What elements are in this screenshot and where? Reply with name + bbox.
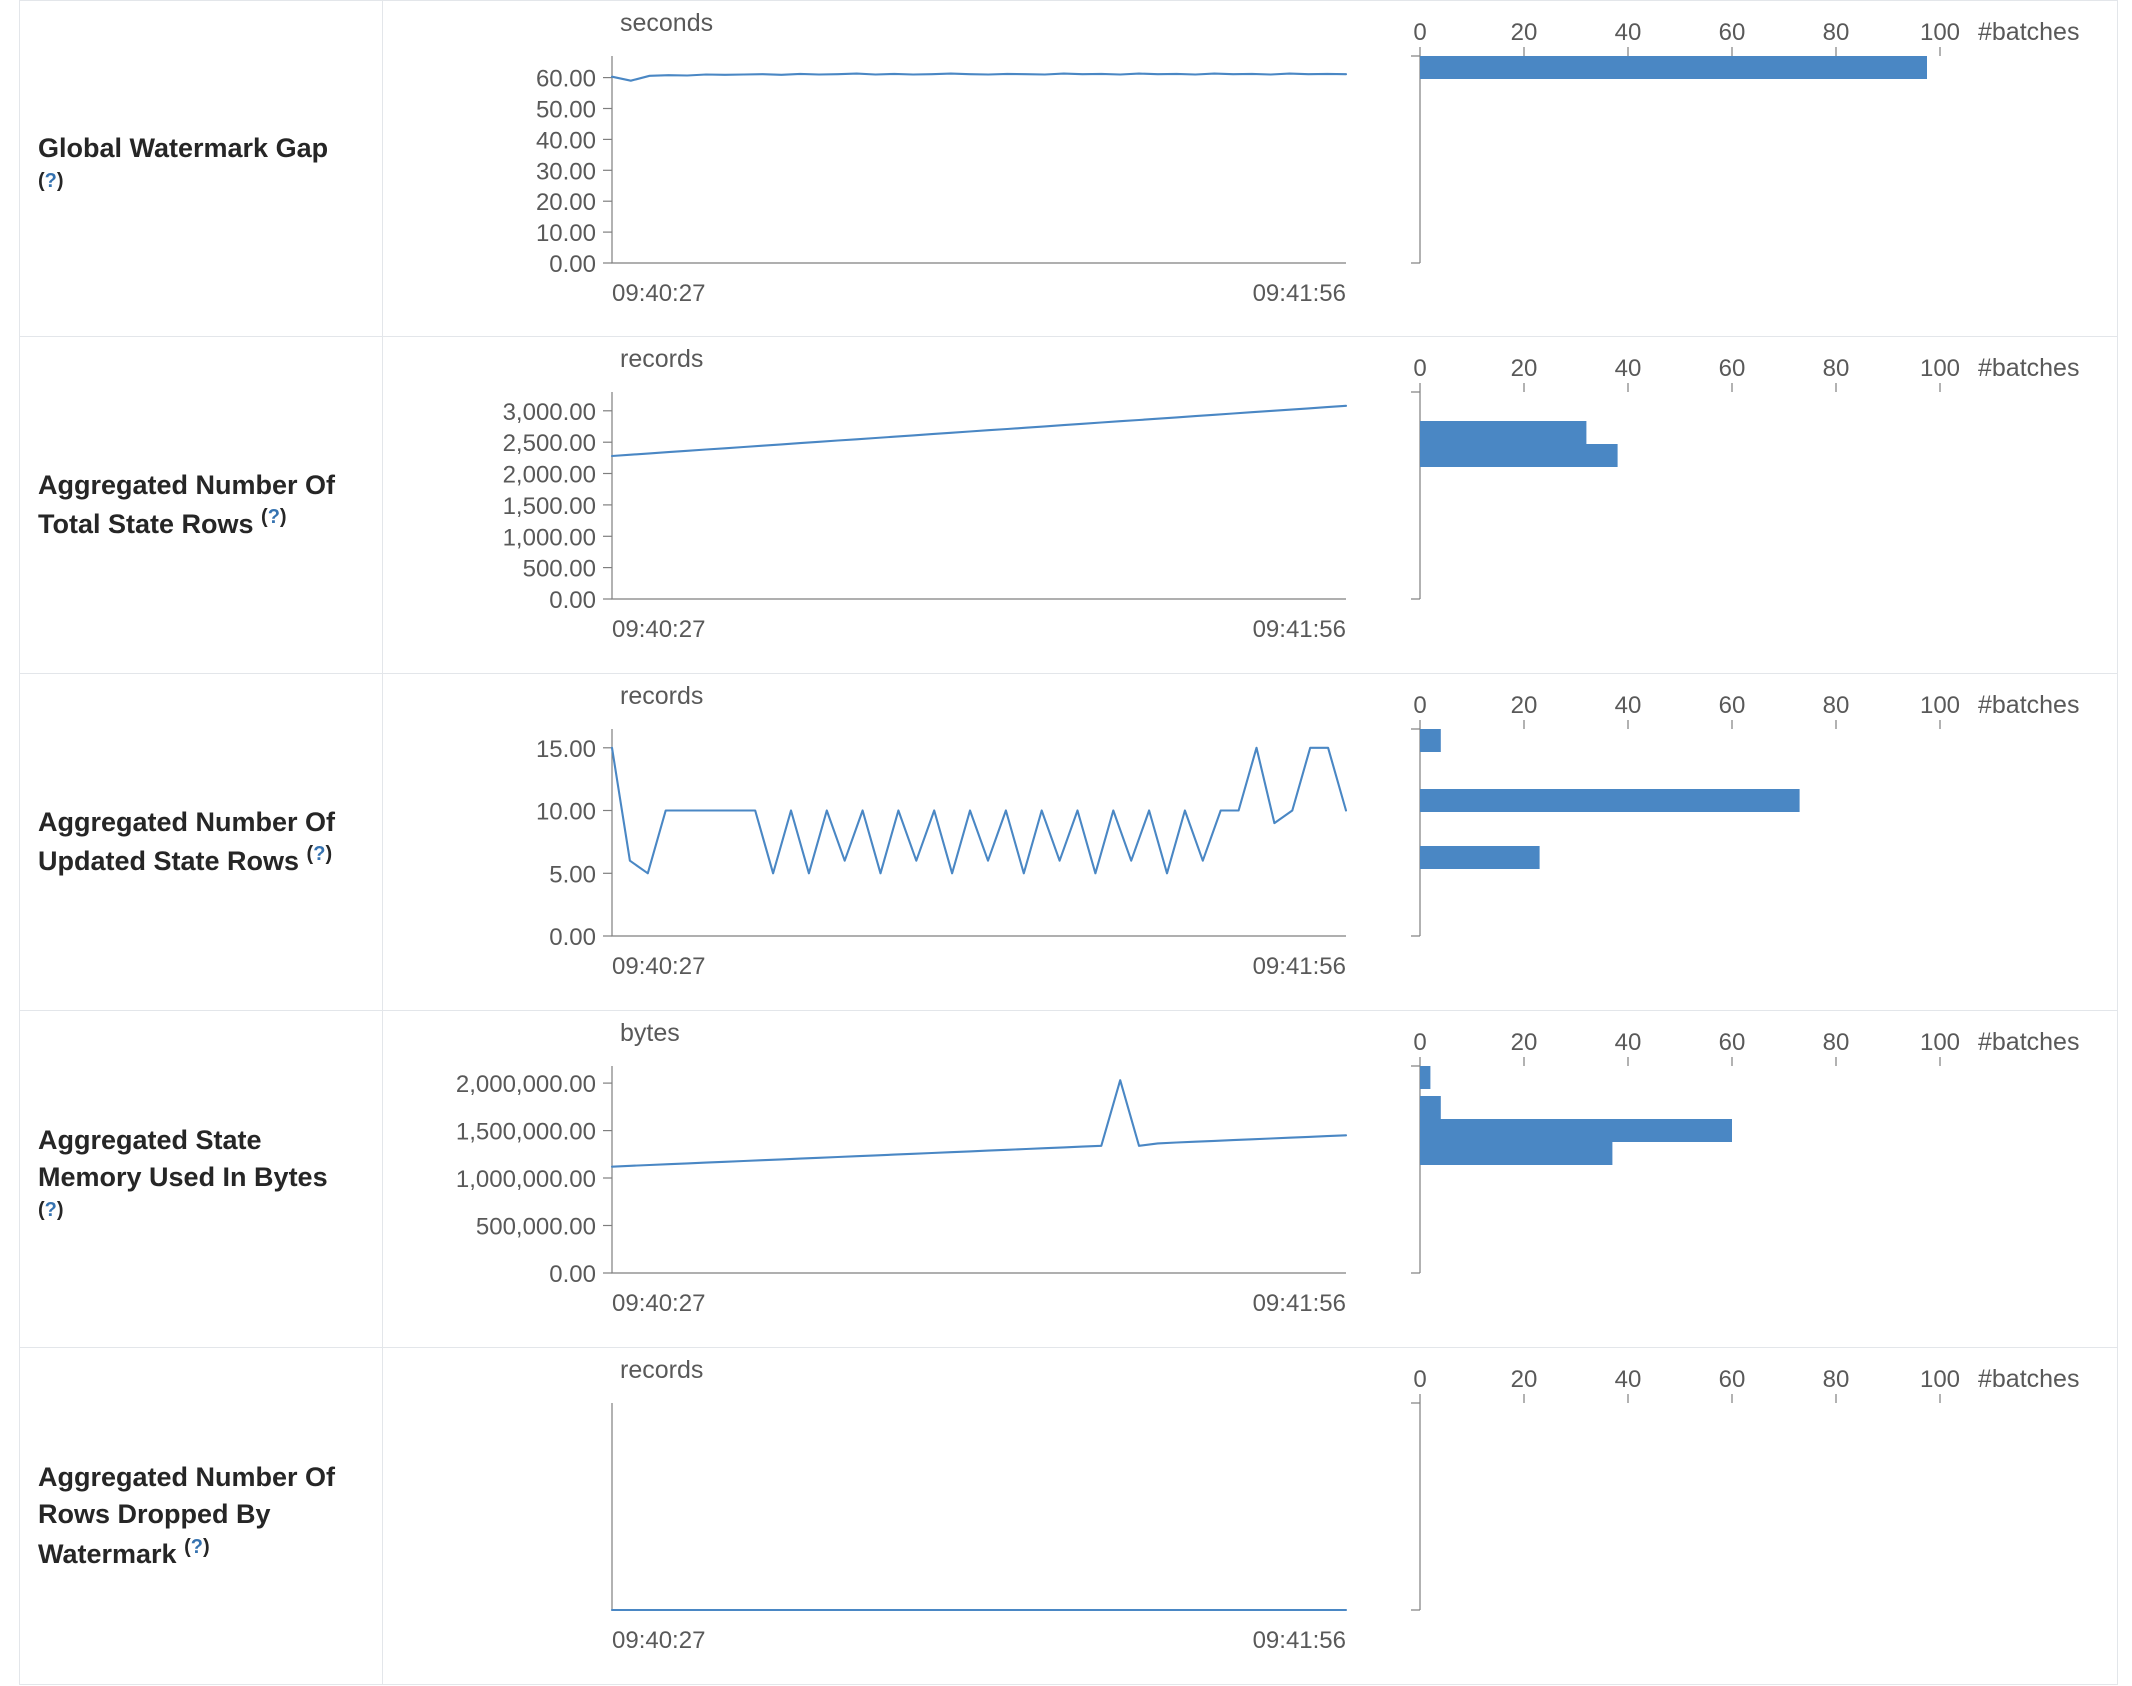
svg-text:60.00: 60.00 bbox=[536, 66, 596, 93]
svg-text:80: 80 bbox=[1823, 1029, 1850, 1056]
svg-text:500.00: 500.00 bbox=[523, 556, 596, 583]
svg-text:bytes: bytes bbox=[620, 1019, 680, 1047]
svg-text:09:40:27: 09:40:27 bbox=[612, 1627, 705, 1654]
svg-text:10.00: 10.00 bbox=[536, 799, 596, 826]
svg-text:40: 40 bbox=[1615, 1029, 1642, 1056]
svg-text:10.00: 10.00 bbox=[536, 220, 596, 247]
svg-text:09:41:56: 09:41:56 bbox=[1253, 280, 1346, 307]
svg-text:09:41:56: 09:41:56 bbox=[1253, 953, 1346, 980]
svg-text:09:40:27: 09:40:27 bbox=[612, 616, 705, 643]
svg-text:1,500.00: 1,500.00 bbox=[503, 493, 596, 520]
svg-text:30.00: 30.00 bbox=[536, 158, 596, 185]
svg-text:09:41:56: 09:41:56 bbox=[1253, 616, 1346, 643]
svg-text:0.00: 0.00 bbox=[549, 1261, 596, 1288]
svg-text:20: 20 bbox=[1511, 19, 1538, 46]
svg-text:80: 80 bbox=[1823, 19, 1850, 46]
svg-text:40: 40 bbox=[1615, 19, 1642, 46]
svg-text:records: records bbox=[620, 1356, 703, 1384]
svg-text:#batches: #batches bbox=[1978, 691, 2079, 719]
svg-text:09:40:27: 09:40:27 bbox=[612, 280, 705, 307]
svg-text:#batches: #batches bbox=[1978, 18, 2079, 46]
svg-text:40: 40 bbox=[1615, 1366, 1642, 1393]
svg-text:records: records bbox=[620, 345, 703, 373]
svg-text:60: 60 bbox=[1719, 355, 1746, 382]
svg-text:seconds: seconds bbox=[620, 9, 713, 37]
svg-text:0.00: 0.00 bbox=[549, 251, 596, 278]
svg-text:2,000.00: 2,000.00 bbox=[503, 462, 596, 489]
svg-text:60: 60 bbox=[1719, 692, 1746, 719]
svg-text:09:40:27: 09:40:27 bbox=[612, 953, 705, 980]
svg-text:20.00: 20.00 bbox=[536, 189, 596, 216]
svg-text:100: 100 bbox=[1920, 1029, 1960, 1056]
svg-text:2,500.00: 2,500.00 bbox=[503, 430, 596, 457]
svg-text:0.00: 0.00 bbox=[549, 587, 596, 614]
svg-text:1,000,000.00: 1,000,000.00 bbox=[456, 1166, 596, 1193]
svg-text:1,000.00: 1,000.00 bbox=[503, 524, 596, 551]
svg-text:20: 20 bbox=[1511, 692, 1538, 719]
svg-text:records: records bbox=[620, 682, 703, 710]
svg-text:15.00: 15.00 bbox=[536, 736, 596, 763]
svg-text:40.00: 40.00 bbox=[536, 127, 596, 154]
svg-text:50.00: 50.00 bbox=[536, 97, 596, 124]
svg-text:#batches: #batches bbox=[1978, 1028, 2079, 1056]
svg-text:#batches: #batches bbox=[1978, 354, 2079, 382]
svg-text:3,000.00: 3,000.00 bbox=[503, 399, 596, 426]
svg-text:80: 80 bbox=[1823, 1366, 1850, 1393]
svg-text:20: 20 bbox=[1511, 1029, 1538, 1056]
svg-text:80: 80 bbox=[1823, 692, 1850, 719]
svg-text:#batches: #batches bbox=[1978, 1365, 2079, 1393]
svg-text:100: 100 bbox=[1920, 692, 1960, 719]
svg-text:80: 80 bbox=[1823, 355, 1850, 382]
svg-text:1,500,000.00: 1,500,000.00 bbox=[456, 1119, 596, 1146]
svg-text:100: 100 bbox=[1920, 19, 1960, 46]
svg-text:0: 0 bbox=[1413, 19, 1426, 46]
svg-text:100: 100 bbox=[1920, 355, 1960, 382]
svg-text:20: 20 bbox=[1511, 355, 1538, 382]
svg-text:09:41:56: 09:41:56 bbox=[1253, 1290, 1346, 1317]
svg-text:5.00: 5.00 bbox=[549, 861, 596, 888]
svg-text:60: 60 bbox=[1719, 1029, 1746, 1056]
svg-text:60: 60 bbox=[1719, 19, 1746, 46]
svg-text:0.00: 0.00 bbox=[549, 924, 596, 951]
svg-text:0: 0 bbox=[1413, 692, 1426, 719]
svg-text:0: 0 bbox=[1413, 355, 1426, 382]
svg-text:09:40:27: 09:40:27 bbox=[612, 1290, 705, 1317]
svg-text:60: 60 bbox=[1719, 1366, 1746, 1393]
svg-text:100: 100 bbox=[1920, 1366, 1960, 1393]
svg-text:0: 0 bbox=[1413, 1366, 1426, 1393]
svg-text:2,000,000.00: 2,000,000.00 bbox=[456, 1071, 596, 1098]
svg-text:40: 40 bbox=[1615, 355, 1642, 382]
svg-text:0: 0 bbox=[1413, 1029, 1426, 1056]
svg-text:40: 40 bbox=[1615, 692, 1642, 719]
svg-text:500,000.00: 500,000.00 bbox=[476, 1214, 596, 1241]
svg-text:20: 20 bbox=[1511, 1366, 1538, 1393]
svg-text:09:41:56: 09:41:56 bbox=[1253, 1627, 1346, 1654]
